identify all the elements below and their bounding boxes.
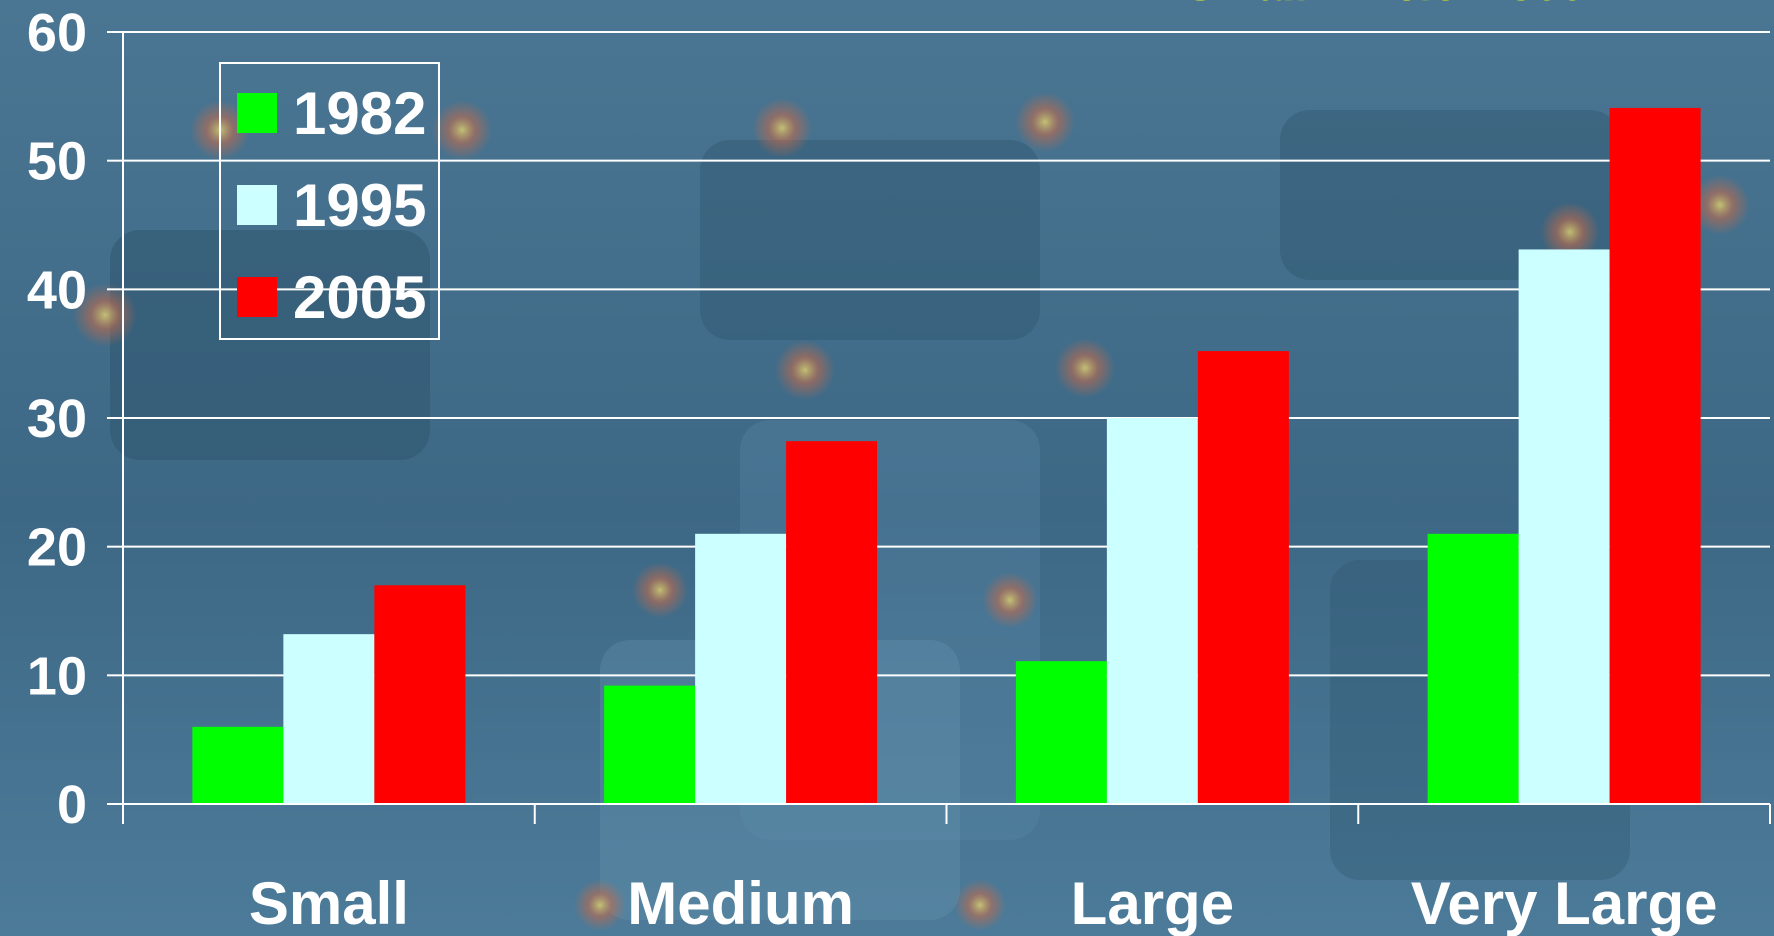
- x-category-label: Very Large: [1411, 870, 1718, 936]
- bar-1995-small: [283, 634, 375, 804]
- bar-1982-very-large: [1427, 533, 1519, 804]
- bar-1995-medium: [695, 533, 787, 804]
- y-tick-label: 50: [27, 132, 87, 192]
- top-fragment-text: Small = Below 500 K: [1185, 0, 1631, 10]
- legend-swatch-2005: [237, 277, 277, 317]
- legend-swatch-1982: [237, 93, 277, 133]
- y-tick-label: 40: [27, 260, 87, 320]
- bar-1982-large: [1015, 661, 1107, 804]
- bar-2005-very-large: [1609, 107, 1701, 804]
- x-category-label: Large: [1071, 870, 1234, 936]
- y-tick-label: 0: [57, 775, 87, 835]
- y-tick-label: 60: [27, 3, 87, 63]
- y-tick-label: 20: [27, 518, 87, 578]
- bar-2005-medium: [786, 441, 878, 804]
- y-tick-label: 10: [27, 646, 87, 706]
- bar-2005-large: [1197, 351, 1289, 804]
- legend-label-2005: 2005: [293, 264, 426, 331]
- bar-1995-very-large: [1518, 249, 1610, 805]
- bar-2005-small: [374, 585, 466, 804]
- y-tick-label: 30: [27, 389, 87, 449]
- x-category-label: Small: [249, 870, 409, 936]
- bar-1995-large: [1106, 418, 1198, 804]
- legend-label-1995: 1995: [293, 172, 426, 239]
- category-labels: Small Medium Large Very Large: [249, 870, 1718, 936]
- axes: [107, 31, 1771, 824]
- legend-label-1982: 1982: [293, 80, 426, 147]
- bar-1982-medium: [604, 685, 696, 804]
- legend-swatch-1995: [237, 185, 277, 225]
- bar-1982-small: [192, 726, 284, 804]
- x-category-label: Medium: [627, 870, 854, 936]
- legend-box: [219, 62, 440, 340]
- y-tick-labels: 0 10 20 30 40 50 60: [27, 3, 87, 835]
- bars: [192, 107, 1701, 805]
- legend: 1982 1995 2005: [219, 62, 440, 340]
